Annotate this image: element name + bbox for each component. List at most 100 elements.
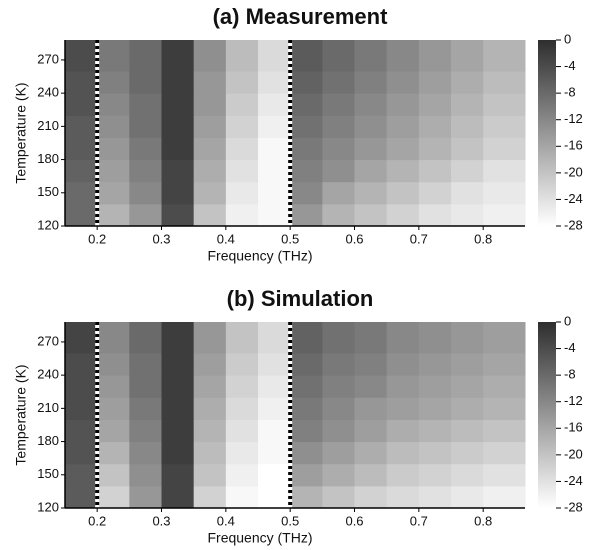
heat-cell — [129, 93, 163, 116]
heat-cell — [161, 397, 195, 420]
x-tick-label: 0.2 — [88, 513, 106, 528]
heat-cell — [418, 322, 452, 354]
colorbar — [538, 322, 556, 508]
heat-cell — [193, 463, 227, 487]
heat-cell — [418, 40, 452, 72]
heat-cell — [322, 71, 356, 94]
heat-cell — [65, 137, 98, 161]
heat-cell — [483, 40, 526, 72]
heat-cell — [225, 181, 259, 205]
heat-cell — [483, 159, 526, 183]
heat-cell — [97, 40, 130, 72]
heat-cell — [354, 375, 388, 398]
x-tick-label: 0.8 — [474, 231, 492, 246]
heat-cell — [161, 159, 195, 183]
heat-cell — [451, 159, 484, 183]
heat-cell — [418, 463, 452, 487]
x-tick-label: 0.3 — [152, 231, 170, 246]
heat-cell — [418, 485, 452, 509]
heat-cell — [225, 137, 259, 161]
heat-cell — [418, 397, 452, 420]
heat-cell — [193, 375, 227, 398]
heat-cell — [161, 137, 195, 161]
heat-cell — [290, 40, 323, 72]
heat-cell — [418, 441, 452, 465]
heat-cell — [483, 419, 526, 443]
heat-cell — [258, 397, 291, 420]
y-tick-label: 120 — [37, 217, 59, 232]
heat-cell — [97, 181, 130, 205]
colorbar-tick-label: -8 — [564, 85, 576, 100]
heat-cell — [225, 485, 259, 509]
heat-cell — [354, 485, 388, 509]
heat-cell — [193, 115, 227, 138]
heat-cell — [65, 463, 98, 487]
heat-cell — [129, 353, 163, 376]
heat-cell — [290, 463, 323, 487]
heat-cell — [193, 159, 227, 183]
heat-cell — [290, 322, 323, 354]
heat-cell — [483, 353, 526, 376]
heat-cell — [322, 463, 356, 487]
heat-cell — [451, 419, 484, 443]
y-tick-label: 150 — [37, 466, 59, 481]
colorbar-tick-label: -28 — [564, 217, 583, 232]
heat-cell — [97, 485, 130, 509]
y-tick-label: 180 — [37, 151, 59, 166]
heat-cell — [161, 93, 195, 116]
heat-cell — [258, 322, 291, 354]
heat-cell — [161, 322, 195, 354]
heat-cell — [483, 322, 526, 354]
heat-cell — [258, 203, 291, 227]
y-tick-label: 270 — [37, 51, 59, 66]
heat-cell — [97, 353, 130, 376]
heat-cell — [354, 181, 388, 205]
y-tick-label: 120 — [37, 499, 59, 514]
heat-cell — [290, 485, 323, 509]
heat-cell — [451, 181, 484, 205]
x-tick-label: 0.3 — [152, 513, 170, 528]
x-tick-label: 0.7 — [410, 513, 428, 528]
heat-cell — [97, 463, 130, 487]
colorbar-tick-label: 0 — [564, 313, 571, 328]
heat-cell — [290, 159, 323, 183]
heat-cell — [386, 115, 420, 138]
heat-cell — [161, 375, 195, 398]
heat-cell — [65, 40, 98, 72]
y-tick-label: 270 — [37, 333, 59, 348]
heat-cell — [386, 485, 420, 509]
heat-cell — [483, 463, 526, 487]
heat-cell — [161, 485, 195, 509]
heat-cell — [451, 93, 484, 116]
heat-cell — [225, 40, 259, 72]
heat-cell — [258, 137, 291, 161]
x-tick-label: 0.4 — [217, 231, 235, 246]
colorbar-tick-label: -4 — [564, 340, 576, 355]
heat-cell — [386, 397, 420, 420]
heat-cell — [97, 419, 130, 443]
heat-cell — [386, 203, 420, 227]
heat-cell — [290, 71, 323, 94]
colorbar-tick-label: -8 — [564, 367, 576, 382]
heat-cell — [290, 181, 323, 205]
heat-cell — [322, 40, 356, 72]
heat-cell — [193, 441, 227, 465]
heat-cell — [193, 419, 227, 443]
heat-cell — [129, 322, 163, 354]
heat-cell — [451, 137, 484, 161]
heat-cell — [354, 115, 388, 138]
heat-cell — [418, 181, 452, 205]
colorbar-tick-label: -24 — [564, 473, 583, 488]
heat-cell — [65, 375, 98, 398]
heat-cell — [129, 137, 163, 161]
y-tick-label: 240 — [37, 367, 59, 382]
heat-cell — [225, 441, 259, 465]
y-axis-label: Temperature (K) — [13, 82, 29, 183]
heat-cell — [97, 441, 130, 465]
heat-cell — [65, 71, 98, 94]
x-tick-label: 0.2 — [88, 231, 106, 246]
heat-cell — [65, 203, 98, 227]
heat-cell — [193, 137, 227, 161]
colorbar-tick-label: -20 — [564, 446, 583, 461]
